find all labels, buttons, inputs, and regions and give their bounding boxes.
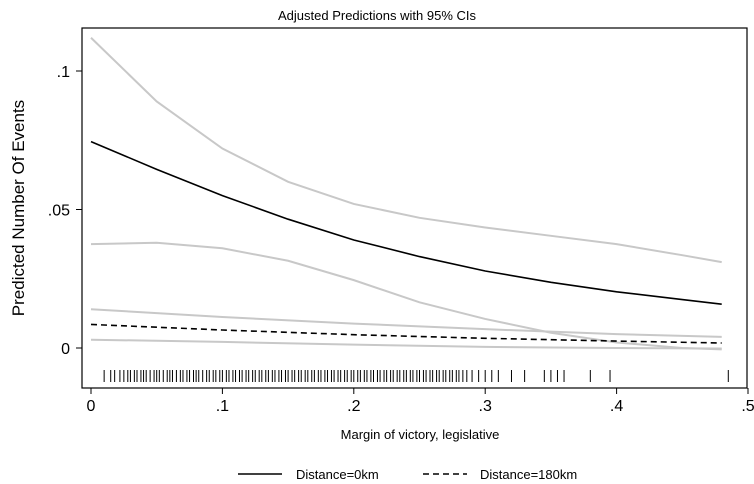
y-tick-label: .05 — [48, 203, 70, 220]
plot-frame — [81, 27, 748, 389]
series-line — [90, 140, 722, 306]
legend: Distance=0km Distance=180km — [238, 467, 577, 482]
x-tick-label: 0 — [87, 398, 96, 415]
x-axis-label: Margin of victory, legislative — [341, 427, 500, 442]
ci-lower-line — [90, 241, 722, 351]
ci-lower-line — [90, 338, 722, 350]
x-tick-label: .3 — [479, 398, 492, 415]
series-line — [90, 323, 722, 344]
x-tick-label: .1 — [216, 398, 229, 415]
y-tick-label: .1 — [57, 64, 70, 81]
y-axis-label: Predicted Number Of Events — [9, 100, 28, 316]
x-tick-label: .4 — [610, 398, 623, 415]
legend-label-distance-0km: Distance=0km — [296, 467, 379, 482]
chart-title: Adjusted Predictions with 95% CIs — [278, 8, 476, 23]
ci-upper-line — [90, 37, 722, 264]
x-tick-label: .2 — [347, 398, 360, 415]
y-axis: 0 .05 .1 — [48, 64, 82, 358]
x-axis: 0 .1 .2 .3 .4 .5 — [87, 388, 754, 415]
x-tick-label: .5 — [741, 398, 754, 415]
legend-label-distance-180km: Distance=180km — [480, 467, 577, 482]
plot-area — [81, 27, 748, 389]
ci-upper-line — [90, 308, 722, 338]
y-tick-label: 0 — [61, 341, 70, 358]
